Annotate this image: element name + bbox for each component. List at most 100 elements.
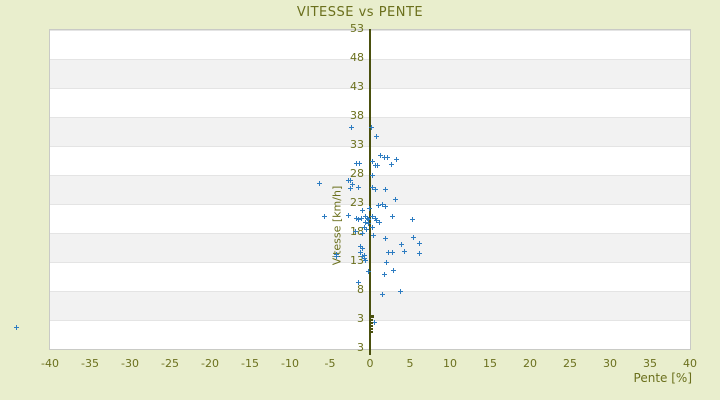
data-point: [416, 241, 422, 247]
y-tick-label: 28: [350, 167, 364, 180]
x-tick-label: -30: [121, 357, 139, 370]
x-tick-label: 35: [643, 357, 657, 370]
data-point: [321, 213, 327, 219]
x-tick-label: 30: [603, 357, 617, 370]
data-point: [353, 160, 359, 166]
data-point: [360, 254, 365, 260]
y-tick-label: 3: [357, 341, 364, 354]
data-point: [346, 212, 352, 218]
data-point: [376, 219, 382, 225]
x-tick-label: 20: [523, 357, 537, 370]
data-point: [360, 231, 365, 237]
data-point: [364, 226, 369, 232]
data-point: [13, 325, 19, 331]
data-point: [365, 221, 371, 227]
x-tick-label: 5: [406, 357, 414, 370]
y-tick-label: 48: [350, 51, 364, 64]
x-tick-label: -15: [241, 357, 259, 370]
data-point: [348, 177, 353, 183]
data-point: [356, 160, 362, 166]
data-point: [380, 292, 385, 298]
data-point: [397, 288, 403, 294]
x-tick-label: -35: [81, 357, 99, 370]
x-tick-label: -5: [324, 357, 336, 370]
data-point: [376, 202, 381, 208]
data-point: [361, 225, 367, 231]
data-point: [348, 125, 354, 131]
data-point: [368, 125, 374, 131]
x-tick-label: -40: [41, 357, 59, 370]
data-point: [367, 206, 373, 212]
data-point: [384, 260, 389, 266]
data-point: [381, 272, 387, 278]
x-tick-label: 40: [683, 357, 697, 370]
data-point: [333, 253, 339, 259]
x-tick-label: -25: [161, 357, 179, 370]
data-point: [358, 249, 364, 255]
data-point: [363, 213, 369, 219]
data-point: [352, 229, 358, 235]
chart-title: VITESSE vs PENTE: [296, 5, 424, 20]
y-tick-label: 23: [350, 196, 364, 209]
data-point: [383, 187, 389, 193]
data-point: [362, 252, 368, 258]
x-tick-label: 0: [366, 357, 374, 370]
data-point: [380, 202, 385, 208]
data-point: [316, 180, 322, 186]
y-tick-label: 33: [350, 138, 364, 151]
data-point: [390, 249, 396, 255]
zero-slope-mark: [368, 315, 374, 319]
data-point: [374, 217, 380, 223]
data-point: [377, 152, 383, 158]
data-point: [369, 213, 375, 219]
data-point: [399, 241, 405, 247]
data-point: [369, 173, 375, 179]
data-point: [374, 133, 380, 139]
data-point: [371, 233, 377, 239]
data-point: [409, 217, 415, 223]
data-point: [372, 186, 378, 192]
x-tick-label: 10: [443, 357, 457, 370]
data-point: [370, 158, 376, 164]
data-point: [383, 235, 389, 241]
data-point: [372, 319, 377, 325]
data-point: [394, 156, 400, 162]
data-point: [334, 252, 340, 258]
data-point: [385, 250, 391, 256]
zero-slope-mark: [369, 319, 373, 322]
y-axis-line: [369, 29, 371, 355]
y-tick-label: 38: [350, 109, 364, 122]
zero-slope-mark: [369, 330, 373, 333]
data-point: [370, 224, 376, 230]
data-point: [356, 216, 361, 222]
x-tick-label: 25: [563, 357, 577, 370]
y-tick-label: 43: [350, 80, 364, 93]
y-tick-label: 3: [357, 312, 364, 325]
data-point: [384, 154, 390, 160]
data-point: [363, 220, 369, 226]
data-point: [353, 215, 359, 221]
data-point: [411, 235, 417, 241]
data-point: [391, 267, 397, 273]
data-point: [362, 256, 368, 262]
data-point: [389, 213, 395, 219]
x-axis-title: Pente [%]: [633, 371, 692, 385]
data-point: [372, 215, 378, 221]
zero-slope-mark: [369, 324, 373, 327]
data-point: [349, 182, 355, 188]
data-point: [356, 279, 361, 285]
data-point: [366, 268, 372, 274]
data-point: [366, 217, 372, 223]
zero-slope-mark: [369, 322, 373, 325]
data-point: [348, 185, 353, 191]
data-point: [360, 207, 365, 213]
data-point: [392, 196, 398, 202]
data-point: [402, 249, 408, 255]
data-point: [388, 162, 394, 168]
data-point: [357, 243, 363, 249]
data-point: [356, 184, 361, 190]
data-point: [375, 162, 381, 168]
data-point: [360, 245, 365, 251]
